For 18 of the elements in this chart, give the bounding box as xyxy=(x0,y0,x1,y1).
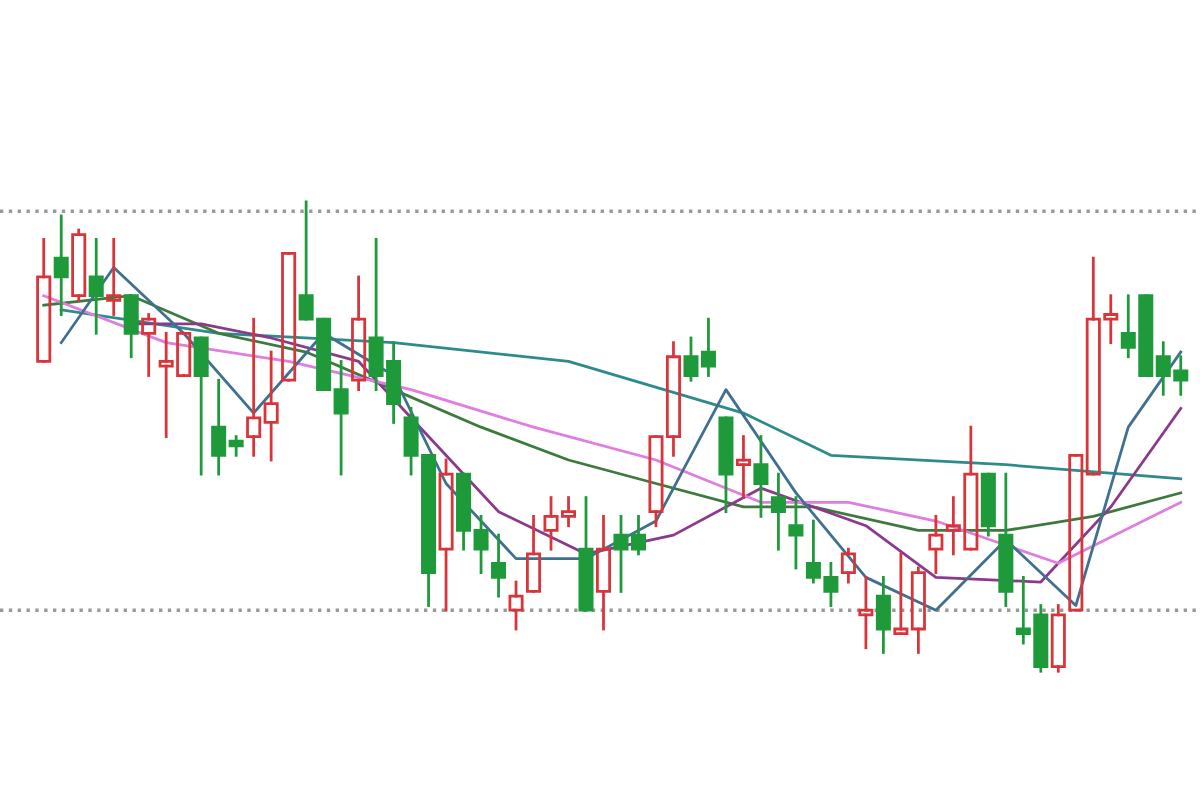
candlestick xyxy=(928,514,944,575)
candlestick xyxy=(53,214,69,316)
candlestick xyxy=(71,228,87,302)
candlestick xyxy=(491,533,507,598)
candlestick xyxy=(1050,604,1066,673)
candlestick xyxy=(788,496,804,570)
candlestick xyxy=(858,575,874,650)
candlestick xyxy=(753,435,769,518)
candlestick xyxy=(998,472,1014,607)
candlestick xyxy=(351,275,367,391)
candlestick xyxy=(770,472,786,551)
candlestick xyxy=(141,313,157,377)
candlestick xyxy=(106,238,122,316)
candlestick xyxy=(595,514,612,631)
candlestick xyxy=(840,547,856,584)
candlestick xyxy=(88,238,104,335)
candlestick xyxy=(875,575,891,654)
candlestick xyxy=(735,435,751,499)
